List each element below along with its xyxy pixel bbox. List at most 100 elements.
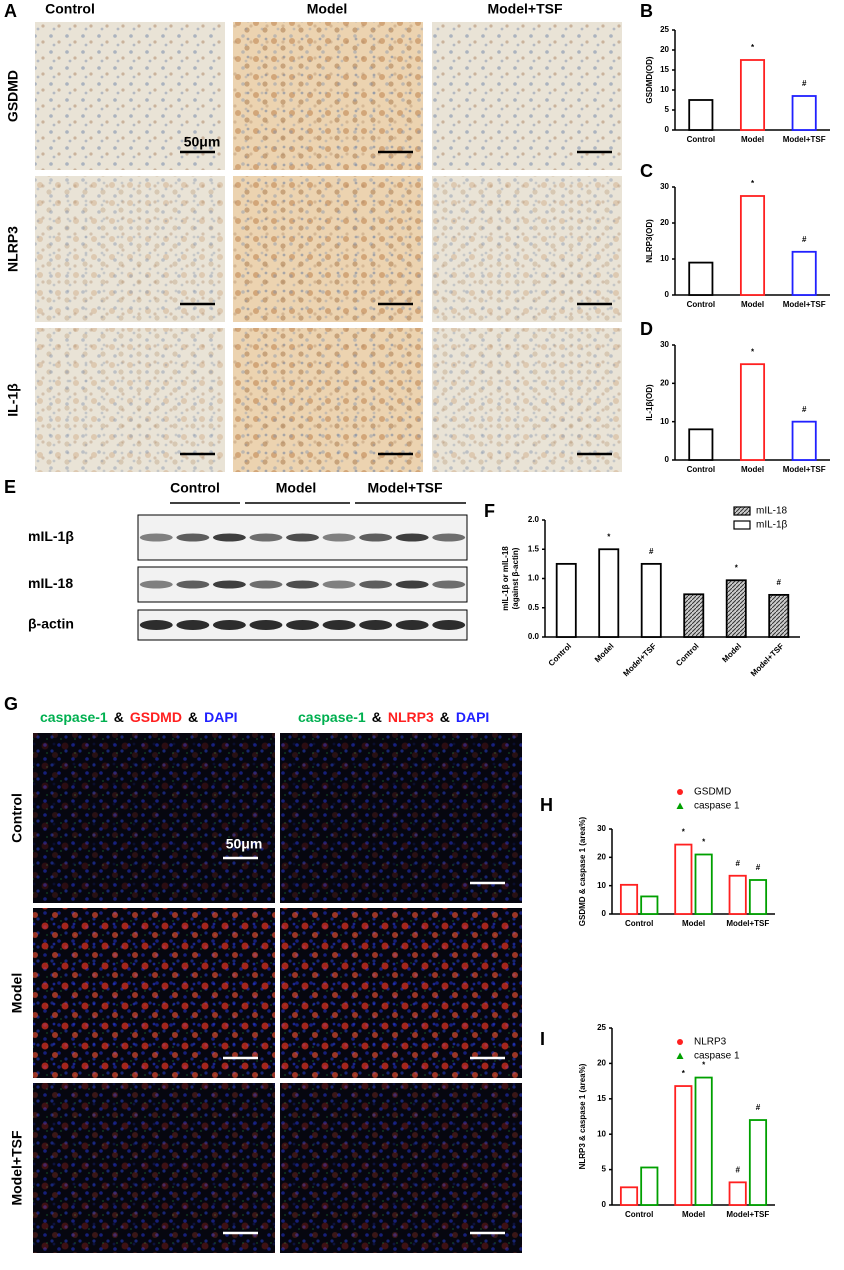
legend-marker bbox=[677, 789, 683, 795]
bar bbox=[728, 1181, 747, 1206]
y-tick-label: 5 bbox=[665, 105, 670, 114]
blot-band bbox=[395, 580, 429, 589]
y-tick-label: 0.5 bbox=[528, 603, 540, 612]
bar bbox=[640, 895, 659, 915]
y-tick-label: 10 bbox=[660, 417, 669, 426]
bar bbox=[555, 562, 577, 638]
stain-legend: caspase-1 & NLRP3 & DAPI bbox=[298, 709, 489, 725]
legend-label: caspase 1 bbox=[694, 801, 740, 812]
stain-legend: caspase-1 & GSDMD & DAPI bbox=[40, 709, 238, 725]
fluorescence-texture bbox=[33, 1083, 275, 1253]
panel-label: A bbox=[4, 1, 17, 21]
y-tick-label: 0 bbox=[602, 909, 607, 918]
y-axis-label: NLRP3 & caspase 1 (area%) bbox=[578, 1063, 587, 1169]
bar bbox=[688, 261, 714, 296]
y-tick-label: 0 bbox=[602, 1200, 607, 1209]
significance-mark: * bbox=[751, 43, 755, 52]
significance-mark: * bbox=[751, 347, 755, 356]
bar bbox=[739, 195, 766, 296]
bar bbox=[694, 1076, 713, 1206]
y-tick-label: 0 bbox=[665, 455, 670, 464]
panel-label: F bbox=[484, 501, 495, 521]
y-tick-label: 25 bbox=[660, 25, 669, 34]
blot-band bbox=[249, 620, 283, 630]
x-tick-label: Control bbox=[687, 135, 715, 144]
stain-name: DAPI bbox=[204, 709, 237, 725]
y-tick-label: 0 bbox=[665, 290, 670, 299]
panel-label: G bbox=[4, 694, 18, 714]
x-tick-label: Control bbox=[687, 300, 715, 309]
stain-name: & bbox=[114, 709, 124, 725]
x-tick-label: Model bbox=[741, 465, 764, 474]
bar bbox=[640, 562, 662, 638]
blot-band bbox=[139, 580, 173, 589]
bar bbox=[619, 1186, 639, 1206]
x-tick-label: Model+TSF bbox=[621, 641, 658, 678]
blot-band bbox=[212, 620, 246, 630]
micrograph-texture bbox=[35, 328, 225, 472]
scale-bar-label: 50μm bbox=[184, 134, 221, 150]
y-tick-label: 20 bbox=[660, 45, 669, 54]
significance-mark: * bbox=[702, 838, 706, 847]
x-tick-label: Model+TSF bbox=[783, 135, 826, 144]
y-tick-label: 25 bbox=[597, 1023, 606, 1032]
stain-name: NLRP3 bbox=[388, 709, 434, 725]
y-tick-label: 20 bbox=[597, 1059, 606, 1068]
x-tick-label: Control bbox=[547, 642, 573, 668]
row-label: IL-1β bbox=[5, 383, 21, 417]
blot-band bbox=[359, 580, 393, 589]
group-label: Control bbox=[170, 480, 220, 496]
panel-label: I bbox=[540, 1029, 545, 1049]
y-tick-label: 20 bbox=[597, 852, 606, 861]
stain-name: DAPI bbox=[456, 709, 489, 725]
y-tick-label: 15 bbox=[660, 65, 669, 74]
blot-band bbox=[432, 533, 466, 542]
y-axis-label: GSDMD & caspase 1 (area%) bbox=[578, 816, 587, 926]
significance-mark: # bbox=[756, 863, 761, 872]
y-tick-label: 20 bbox=[660, 378, 669, 387]
y-tick-label: 10 bbox=[597, 881, 606, 890]
x-tick-label: Model+TSF bbox=[726, 1210, 769, 1219]
y-tick-label: 10 bbox=[597, 1129, 606, 1138]
stain-name: caspase-1 bbox=[298, 709, 366, 725]
legend-marker bbox=[733, 520, 751, 530]
panel-label: B bbox=[640, 1, 653, 21]
significance-mark: * bbox=[702, 1061, 706, 1070]
bar bbox=[598, 548, 620, 638]
bar bbox=[791, 420, 817, 461]
blot-band bbox=[432, 620, 466, 630]
x-tick-label: Model bbox=[682, 1210, 705, 1219]
blot-band bbox=[212, 580, 246, 589]
column-label: Model+TSF bbox=[487, 1, 563, 17]
legend-marker bbox=[676, 1052, 684, 1059]
significance-mark: * bbox=[751, 179, 755, 188]
blot-band bbox=[322, 620, 356, 630]
x-tick-label: Model+TSF bbox=[783, 300, 826, 309]
y-tick-label: 30 bbox=[660, 340, 669, 349]
y-axis-label: (against β-actin) bbox=[511, 547, 520, 609]
micrograph-texture bbox=[432, 22, 622, 170]
x-tick-label: Control bbox=[625, 1210, 653, 1219]
y-tick-label: 2.0 bbox=[528, 515, 540, 524]
blot-band bbox=[395, 620, 429, 630]
blot-label: mIL-1β bbox=[28, 528, 74, 544]
y-tick-label: 5 bbox=[602, 1165, 607, 1174]
y-axis-label: NLRP3(OD) bbox=[645, 219, 654, 263]
significance-mark: * bbox=[682, 828, 686, 837]
x-tick-label: Control bbox=[674, 642, 700, 668]
x-tick-label: Model bbox=[593, 642, 616, 665]
blot-band bbox=[286, 580, 319, 589]
legend-marker bbox=[676, 802, 684, 809]
blot-band bbox=[286, 620, 319, 630]
x-tick-label: Model bbox=[741, 300, 764, 309]
blot-band bbox=[286, 533, 319, 542]
x-tick-label: Model bbox=[741, 135, 764, 144]
legend-marker bbox=[677, 1039, 683, 1045]
fluorescence-texture bbox=[33, 908, 275, 1078]
bar bbox=[674, 1085, 693, 1206]
x-tick-label: Model+TSF bbox=[726, 919, 769, 928]
significance-mark: * bbox=[735, 563, 739, 572]
x-tick-label: Model bbox=[682, 919, 705, 928]
row-label: NLRP3 bbox=[5, 226, 21, 272]
